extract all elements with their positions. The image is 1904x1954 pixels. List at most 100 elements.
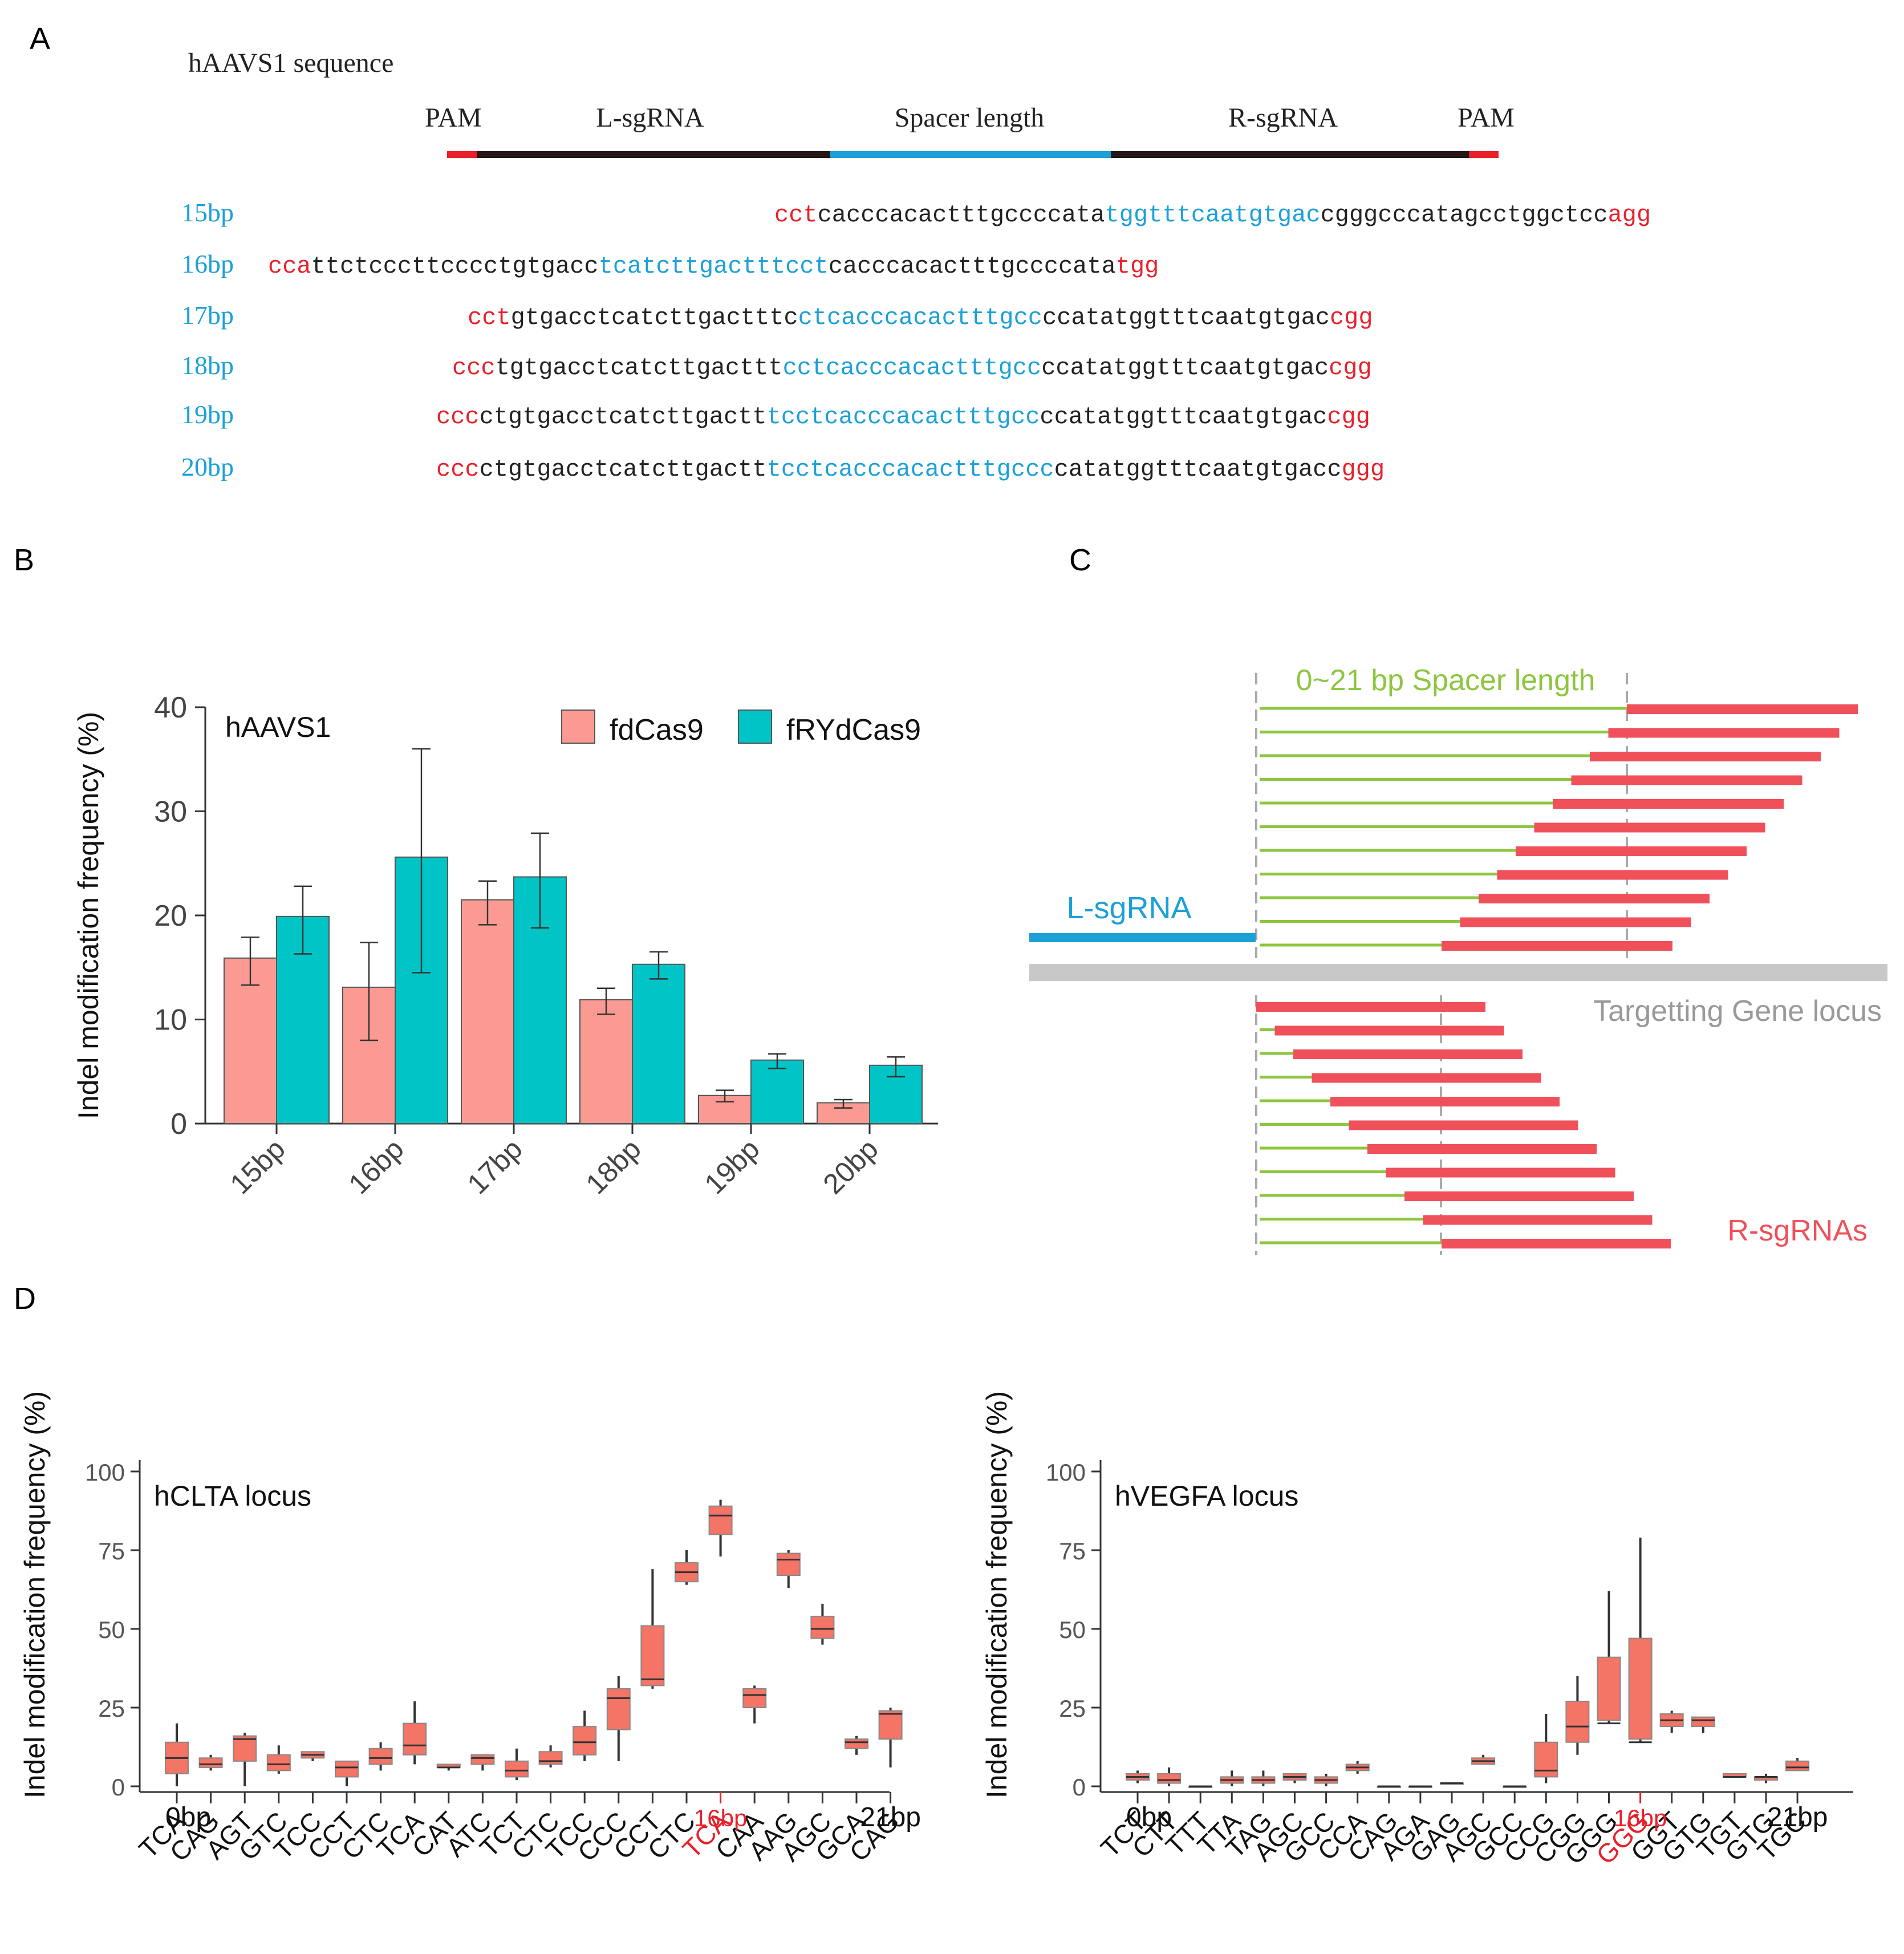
pam-right-segment — [1469, 151, 1499, 158]
chart-title: hVEGFA locus — [1115, 1480, 1298, 1512]
spacer-sequence: tcctcacccacactttgccc — [767, 456, 1054, 483]
box — [403, 1722, 427, 1756]
spacer-sequence: ctcacccacactttgcc — [798, 304, 1042, 331]
r-sgrna-bar — [1256, 1002, 1485, 1012]
box — [1534, 1741, 1558, 1778]
bar-fdCas9 — [461, 899, 514, 1124]
sgrna-sequence: ctgtgacctcatcttgactt — [480, 456, 767, 483]
r-sgrna-bar — [1312, 1073, 1541, 1083]
spacer-range-label: 0~21 bp Spacer length — [1296, 664, 1596, 697]
panel-label-d: D — [14, 1282, 36, 1316]
y-tick-label: 30 — [154, 796, 187, 829]
bar-fRYdCas9 — [750, 1059, 804, 1125]
y-axis-title: Indel modification frequency (%) — [72, 712, 104, 1119]
gene-locus-label: Targetting Gene locus — [1593, 995, 1882, 1028]
chart-title: hCLTA locus — [154, 1480, 311, 1512]
r-sgrna-bar — [1367, 1144, 1597, 1154]
y-tick-label: 50 — [1059, 1616, 1086, 1643]
r-sgrnas-label: R-sgRNAs — [1727, 1214, 1868, 1247]
box — [538, 1751, 563, 1765]
box — [1157, 1773, 1182, 1784]
r-sgrna-bar — [1590, 752, 1821, 761]
pam-sequence: ccc — [436, 456, 480, 483]
box — [1565, 1700, 1590, 1743]
target-diagram-bar — [447, 151, 1499, 158]
pam-sequence: cgg — [1327, 403, 1370, 431]
y-tick-label: 25 — [1059, 1695, 1086, 1722]
box — [266, 1754, 291, 1771]
l-sgrna-bar — [1029, 933, 1256, 942]
r-sgrna-bar — [1442, 941, 1672, 951]
panel-label-b: B — [14, 543, 34, 577]
sgrna-sequence: cgggcccatagcctggctcc — [1321, 201, 1608, 229]
end-position-label: 21bp — [1767, 1802, 1828, 1833]
pam-sequence: cct — [468, 304, 511, 331]
y-tick-label: 75 — [98, 1538, 125, 1564]
sequence-row: cctgtgacctcatcttgactttcctcacccacactttgcc… — [468, 304, 1373, 331]
box-chart-hclta: 0 25 50 75 100 Indel modification frequency (… — [19, 1391, 921, 1867]
box — [878, 1710, 903, 1740]
spacer-length-label: Spacer length — [895, 103, 1045, 133]
bar-fRYdCas9 — [632, 963, 685, 1125]
bar-fdCas9 — [579, 999, 633, 1124]
r-sgrna-bar — [1608, 728, 1840, 738]
pam-sequence: cgg — [1329, 354, 1372, 382]
box — [573, 1726, 597, 1756]
r-sgrna-bar — [1386, 1167, 1615, 1178]
legend-label: fdCas9 — [610, 714, 704, 747]
l-sgrna-segment — [477, 151, 830, 158]
box — [1785, 1760, 1810, 1771]
r-sgrna-bar — [1293, 1049, 1523, 1059]
row-label: 18bp — [181, 351, 234, 380]
y-tick-label: 40 — [154, 691, 187, 724]
r-sgrna-bar — [1460, 917, 1691, 927]
highlight-position-label: 16bp — [694, 1805, 747, 1831]
r-sgrna-bar — [1274, 1025, 1504, 1036]
box — [1628, 1637, 1653, 1740]
sequence-row: cccctgtgacctcatcttgactttcctcacccacactttg… — [436, 403, 1370, 431]
row-label: 17bp — [181, 301, 234, 330]
box — [505, 1760, 529, 1778]
box — [810, 1615, 835, 1639]
chart-title: hAAVS1 — [225, 711, 331, 743]
end-position-label: 21bp — [860, 1802, 921, 1833]
r-sgrna-label: R-sgRNA — [1228, 103, 1338, 133]
pam-right-label: PAM — [1458, 103, 1515, 133]
legend-swatch — [738, 710, 772, 744]
box — [1691, 1716, 1715, 1728]
sequence-row: cctcacccacactttgccccatatggtttcaatgtgaccg… — [774, 201, 1651, 229]
panel-b: B 0 10 20 30 40 Indel modification frequency … — [14, 543, 938, 1200]
sgrna-sequence: cacccacactttgccccata — [818, 201, 1105, 229]
spacer-segment — [830, 151, 1111, 158]
panel-label-c: C — [1069, 543, 1091, 577]
box — [606, 1688, 631, 1730]
r-sgrna-bar — [1571, 775, 1802, 785]
r-sgrna-bar — [1516, 846, 1747, 856]
sgrna-sequence: ttctcccttcccctgtgacc — [311, 253, 599, 280]
box — [640, 1625, 665, 1687]
pam-sequence: ccc — [436, 403, 480, 431]
row-label: 15bp — [181, 198, 234, 227]
y-tick-label: 0 — [1073, 1774, 1086, 1801]
start-position-label: 0bp — [1126, 1802, 1172, 1833]
spacer-sequence: tcctcacccacactttgcc — [767, 403, 1040, 431]
sequence-rows: 15bp cctcacccacactttgccccatatggtttcaatgtg… — [181, 198, 1651, 483]
y-tick-label: 10 — [154, 1004, 187, 1037]
box — [335, 1760, 359, 1778]
box — [198, 1757, 223, 1768]
pam-sequence: agg — [1608, 201, 1651, 229]
sgrna-sequence: ccatatggtttcaatgtgac — [1041, 354, 1329, 382]
spacer-sequence: tcatcttgactttcct — [599, 253, 829, 280]
y-tick-label: 0 — [170, 1108, 187, 1141]
y-axis-title: Indel modification frequency (%) — [19, 1391, 51, 1798]
pam-left-label: PAM — [425, 103, 482, 133]
r-sgrna-bar — [1627, 704, 1858, 714]
row-label: 19bp — [181, 400, 234, 429]
sgrna-sequence: ctgtgacctcatcttgactt — [480, 403, 767, 431]
pam-sequence: tgg — [1116, 253, 1159, 280]
r-sgrna-bar — [1442, 1239, 1671, 1248]
r-sgrna-bar — [1497, 870, 1728, 880]
r-sgrna-bar — [1404, 1191, 1634, 1201]
box — [776, 1552, 801, 1576]
